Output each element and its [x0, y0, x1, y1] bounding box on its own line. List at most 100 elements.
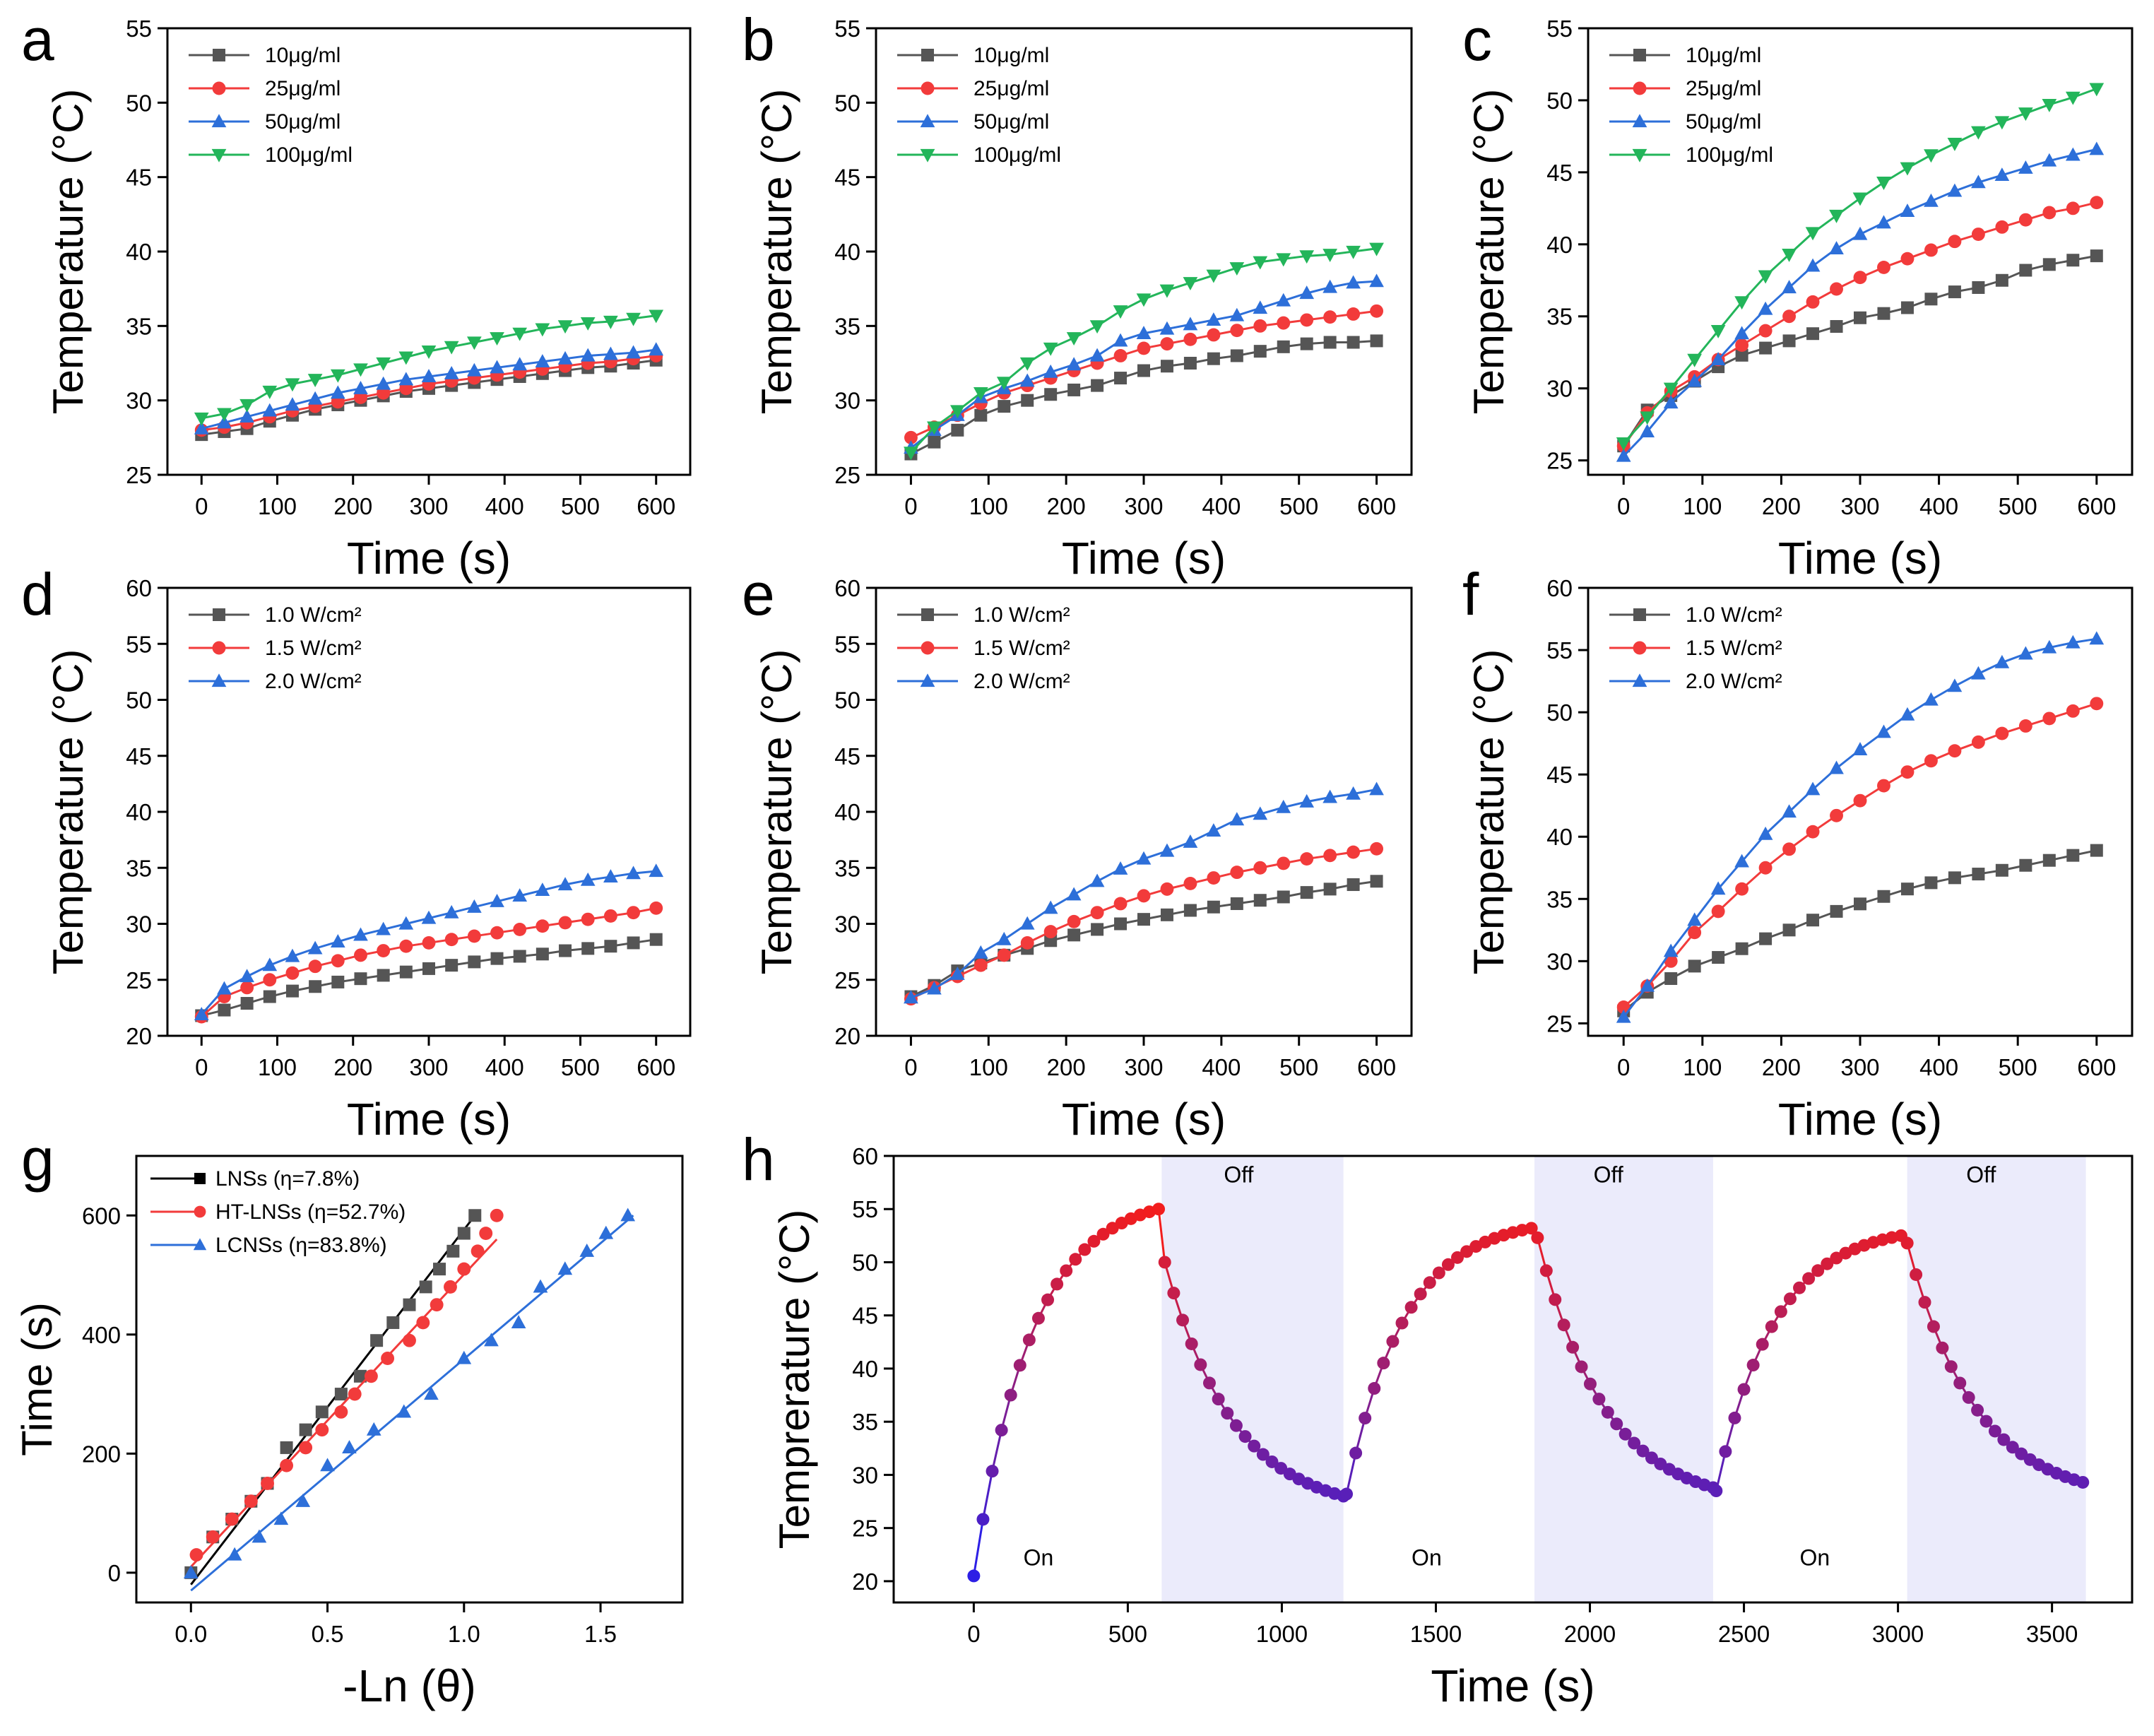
data-point: [194, 412, 209, 426]
data-point: [490, 360, 504, 374]
data-point: [295, 1493, 311, 1507]
data-point: [1137, 889, 1151, 903]
data-point: [315, 1405, 329, 1419]
legend-marker: [920, 114, 935, 128]
data-point: [466, 336, 482, 350]
panel-b: 0 100 200 300 400 500 600 25 30 35 40 45 50 55 Time (s…: [742, 6, 1413, 584]
data-point: [262, 403, 278, 417]
data-point: [1248, 1439, 1261, 1453]
data-point: [1276, 253, 1291, 267]
data-point: [444, 365, 459, 379]
data-point: [603, 909, 617, 923]
y-tick-label: 30: [126, 911, 152, 938]
x-tick-label: 0.5: [312, 1621, 344, 1647]
data-point: [262, 957, 278, 972]
y-tick-label: 40: [126, 799, 152, 825]
data-point: [430, 1298, 444, 1312]
data-point: [1265, 1455, 1279, 1468]
y-tick-label: 30: [852, 1462, 878, 1488]
data-point: [1395, 1316, 1409, 1330]
data-point: [424, 1386, 439, 1400]
legend: 1.0 W/cm² 1.5 W/cm² 2.0 W/cm²: [1609, 603, 1782, 693]
x-tick-label: 0.0: [174, 1621, 207, 1647]
data-point: [1207, 328, 1221, 342]
x-tick-label: 300: [1840, 1054, 1879, 1080]
legend-label: 100μg/ml: [974, 143, 1061, 167]
data-point: [1041, 1293, 1055, 1306]
data-point: [1924, 193, 1939, 207]
panel-label: h: [742, 1126, 775, 1193]
data-point: [1207, 352, 1220, 365]
data-point: [1019, 357, 1035, 371]
data-point: [2089, 631, 2105, 645]
data-point: [1043, 900, 1058, 914]
data-point: [512, 357, 528, 371]
data-point: [997, 948, 1011, 962]
data-point: [1640, 411, 1655, 425]
data-point: [1089, 348, 1105, 362]
data-point: [433, 1263, 446, 1276]
data-point: [330, 934, 345, 947]
y-tick-label: 35: [852, 1409, 878, 1435]
data-point: [1628, 1436, 1641, 1450]
data-point: [244, 1494, 258, 1508]
data-point: [1060, 1264, 1073, 1277]
data-point: [1782, 280, 1797, 294]
data-point: [626, 345, 641, 359]
data-point: [1031, 1311, 1045, 1325]
legend-marker: [1633, 641, 1647, 655]
data-point: [927, 421, 942, 435]
data-point: [2018, 107, 2033, 122]
data-point: [1765, 1320, 1778, 1333]
y-axis-title: Temperature (°C): [1465, 89, 1513, 415]
y-axis-title: Time (s): [13, 1302, 61, 1456]
x-tick-label: 500: [1999, 1054, 2037, 1080]
data-point: [1137, 341, 1151, 355]
data-point: [1793, 1281, 1806, 1294]
legend-label: 1.5 W/cm²: [265, 637, 362, 660]
data-point: [376, 376, 391, 390]
data-point: [2018, 719, 2032, 733]
data-point: [1734, 854, 1749, 868]
data-point: [1013, 1359, 1026, 1372]
data-point: [1756, 1338, 1769, 1351]
y-tick-label: 45: [834, 165, 860, 191]
legend-label: 100μg/ml: [265, 143, 353, 167]
data-point: [1089, 873, 1105, 887]
data-point: [1451, 1251, 1464, 1264]
data-point: [1948, 871, 1961, 885]
panel-h: 0 500 1000 1500 2000 2500 3000 3500 20 25 30 35 40 45…: [742, 1126, 2134, 1711]
data-point: [1971, 228, 1985, 241]
data-point: [263, 973, 277, 987]
x-axis-title: Time (s): [347, 1094, 511, 1145]
x-axis-title: Time (s): [1778, 533, 1942, 584]
data-point: [1947, 137, 1963, 151]
data-point: [1347, 307, 1361, 321]
data-point: [512, 327, 528, 341]
data-point: [1710, 325, 1726, 338]
on-off-annotation: On: [1412, 1545, 1442, 1570]
data-point: [1853, 793, 1867, 808]
x-tick-label: 500: [1108, 1621, 1147, 1647]
y-tick-label: 60: [834, 575, 860, 601]
x-tick-label: 300: [1840, 493, 1879, 519]
data-point: [1924, 293, 1938, 306]
y-tick-label: 35: [834, 313, 860, 339]
data-point: [1113, 861, 1128, 875]
y-tick-label: 40: [126, 239, 152, 265]
data-point: [535, 882, 550, 897]
data-point: [1619, 1427, 1632, 1441]
data-point: [1806, 327, 1820, 341]
data-point: [1137, 913, 1150, 926]
data-point: [604, 940, 617, 953]
data-point: [1183, 876, 1197, 890]
data-point: [1924, 754, 1938, 768]
data-point: [403, 1298, 416, 1311]
data-point: [1971, 735, 1985, 749]
data-point: [1230, 897, 1243, 910]
legend-label: 2.0 W/cm²: [1686, 670, 1782, 693]
data-point: [1948, 235, 1962, 249]
data-point: [1687, 912, 1703, 926]
data-point: [1323, 336, 1337, 349]
